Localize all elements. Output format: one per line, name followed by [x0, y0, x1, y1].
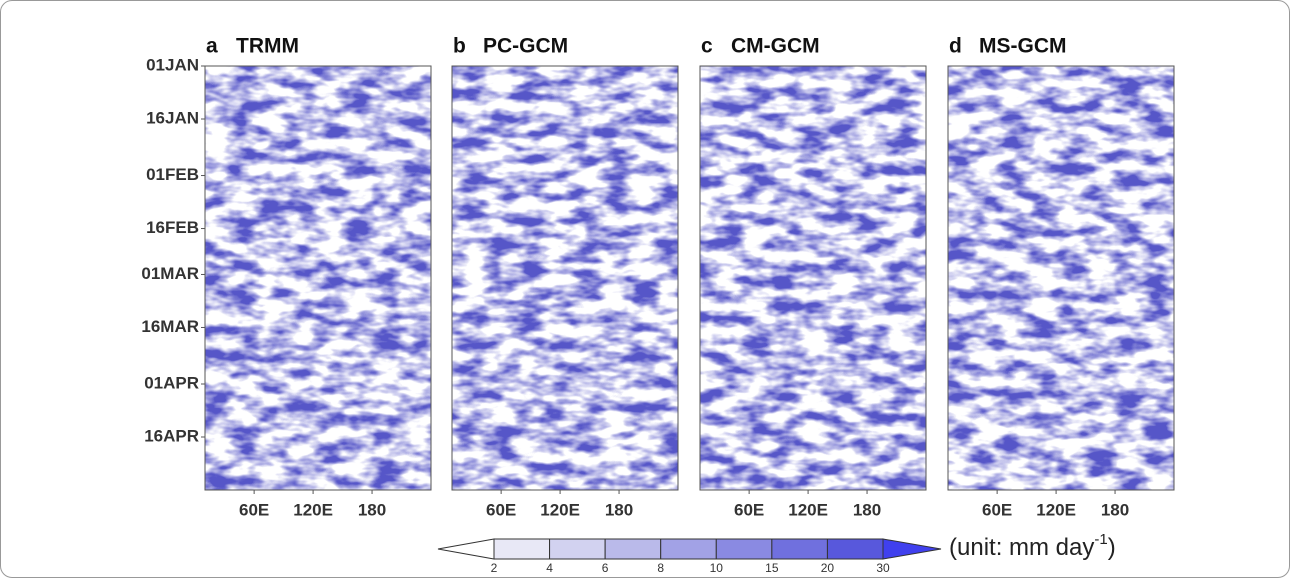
y-tick-label: 01APR [144, 373, 199, 392]
panel-letter: c [701, 35, 713, 58]
panel-title: TRMM [236, 35, 299, 58]
panel-border [451, 65, 679, 491]
y-tick-label: 16APR [144, 426, 199, 445]
colorbar-box [660, 538, 717, 560]
x-tick-label: 60E [486, 500, 516, 519]
colorbar-box [771, 538, 828, 560]
y-tick-label: 16JAN [146, 108, 199, 127]
unit-superscript: -1 [1094, 531, 1107, 548]
panel-letter: b [453, 35, 466, 58]
x-tick-label: 180 [605, 500, 633, 519]
colorbar-extend-high [882, 538, 942, 560]
colorbar-box [604, 538, 662, 560]
y-tick-label: 01FEB [146, 165, 199, 184]
precip-field [700, 66, 926, 490]
y-tick-label: 16MAR [141, 317, 199, 336]
colorbar-tick-label: 6 [602, 561, 609, 575]
panel-letter: a [206, 35, 218, 58]
x-tick-label: 120E [1036, 500, 1076, 519]
x-tick-label: 60E [734, 500, 764, 519]
unit-text: (unit: mm day [949, 534, 1094, 561]
x-tick-label: 60E [982, 500, 1012, 519]
panel-border [699, 65, 927, 491]
panel-title: CM-GCM [731, 35, 820, 58]
x-tick-label: 120E [540, 500, 580, 519]
x-tick-label: 120E [788, 500, 828, 519]
y-tick-label: 01JAN [146, 55, 199, 74]
x-tick-label: 120E [293, 500, 333, 519]
y-tick-label: 16FEB [146, 218, 199, 237]
colorbar-tick-label: 8 [657, 561, 664, 575]
panel-border [947, 65, 1175, 491]
colorbar-box [715, 538, 773, 560]
precip-field [452, 66, 678, 490]
x-tick-label: 180 [358, 500, 386, 519]
panel-border [204, 65, 432, 491]
x-tick-label: 180 [1101, 500, 1129, 519]
x-tick-label: 60E [239, 500, 269, 519]
colorbar-tick-label: 20 [821, 561, 835, 575]
colorbar-tick-label: 15 [765, 561, 779, 575]
precip-field [205, 66, 431, 490]
colorbar-tick-label: 10 [710, 561, 724, 575]
panel-title: PC-GCM [483, 35, 568, 58]
colorbar-tick-label: 2 [491, 561, 498, 575]
x-tick-label: 180 [853, 500, 881, 519]
colorbar-tick-label: 4 [546, 561, 553, 575]
y-tick-label: 01MAR [141, 264, 199, 283]
colorbar-extend-low [437, 538, 495, 560]
precip-field [948, 66, 1174, 490]
colorbar-box [493, 538, 551, 560]
panel-title: MS-GCM [979, 35, 1067, 58]
colorbar-box [826, 538, 884, 560]
colorbar-box [549, 538, 606, 560]
colorbar-tick-label: 30 [876, 561, 890, 575]
panel-letter: d [949, 35, 962, 58]
colorbar-unit-label: (unit: mm day-1) [949, 531, 1116, 561]
unit-end: ) [1108, 534, 1116, 561]
